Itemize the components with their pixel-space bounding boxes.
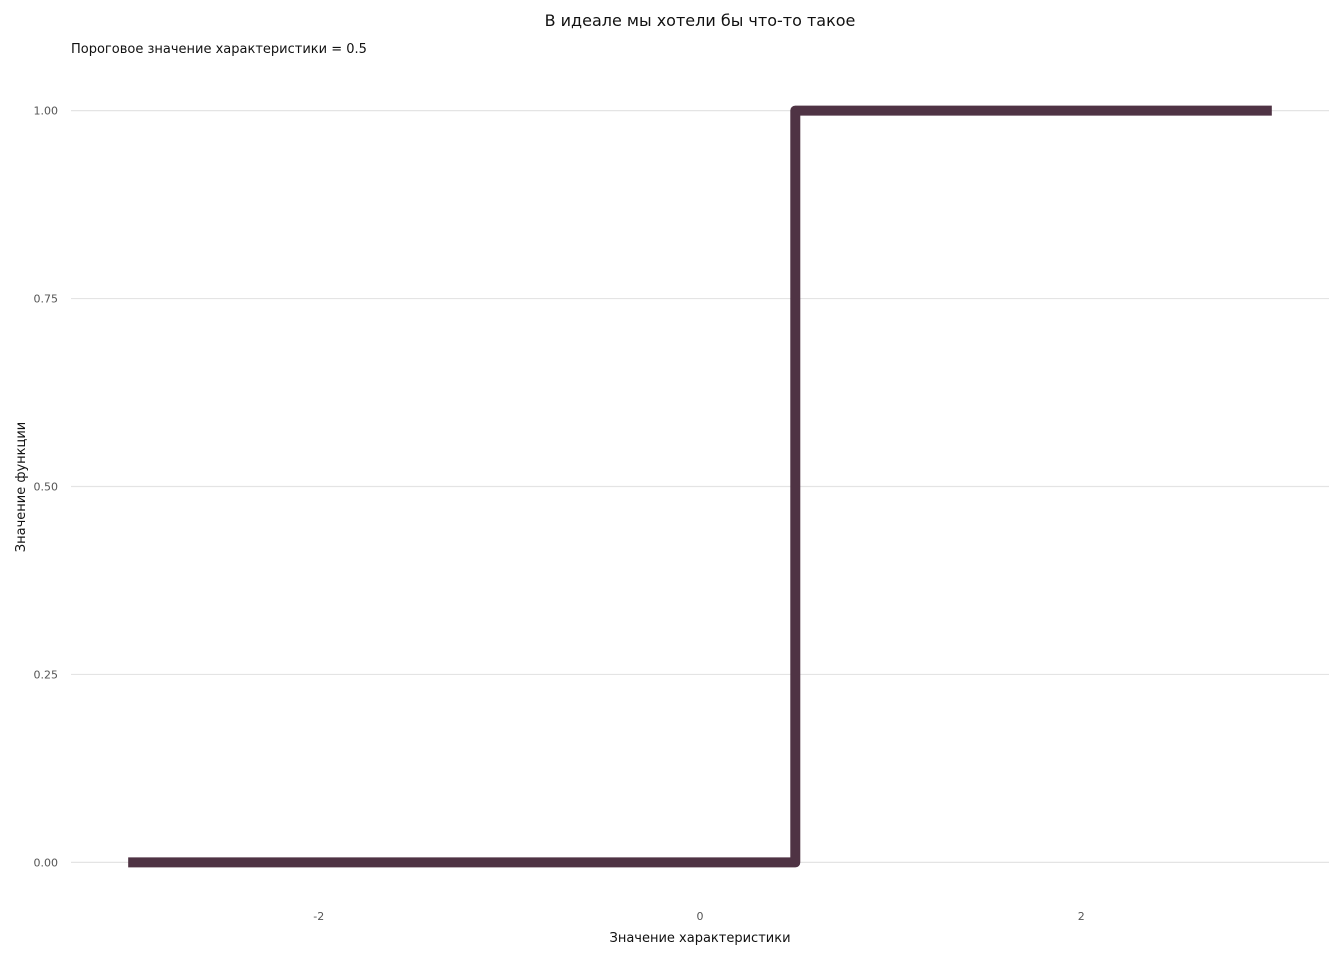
y-tick-label: 0.75 [34, 293, 59, 306]
gridlines [71, 109, 1329, 864]
x-axis-ticks: -2 0 2 [313, 910, 1084, 923]
x-tick-label: -2 [313, 910, 324, 923]
y-axis-ticks: 0.00 0.25 0.50 0.75 1.00 [34, 105, 59, 870]
x-axis-title: Значение характеристики [609, 931, 790, 946]
x-tick-label: 2 [1078, 910, 1085, 923]
chart-subtitle: Пороговое значение характеристики = 0.5 [71, 42, 367, 57]
chart-title: В идеале мы хотели бы что-то такое [544, 11, 856, 30]
x-tick-label: 0 [697, 910, 704, 923]
y-tick-label: 0.00 [34, 856, 59, 869]
series-layer [128, 105, 1272, 868]
y-tick-label: 0.25 [34, 668, 59, 681]
step-function-line [128, 105, 1272, 868]
y-tick-label: 0.50 [34, 481, 59, 494]
y-axis-title: Значение функции [14, 422, 29, 552]
y-tick-label: 1.00 [34, 105, 59, 118]
